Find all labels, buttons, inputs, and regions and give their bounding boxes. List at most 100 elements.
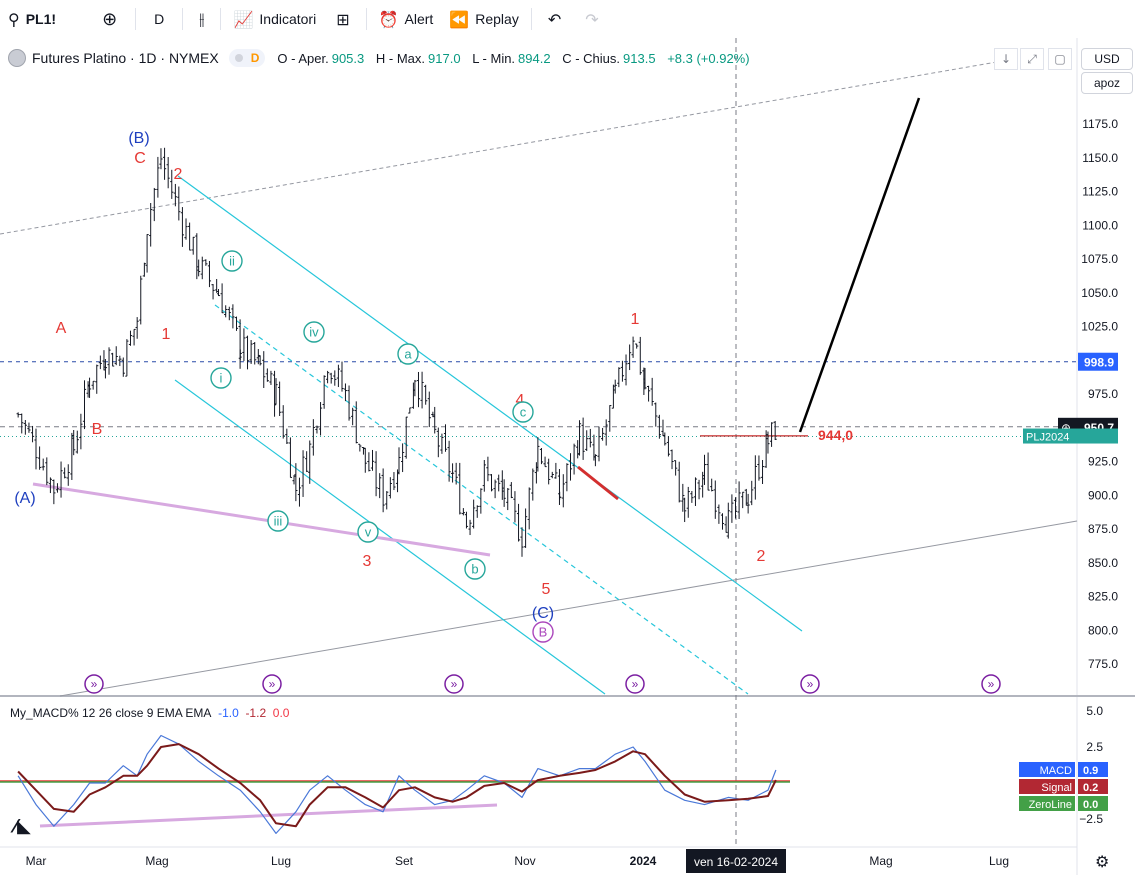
price-tick-label: 825.0 [1088, 590, 1118, 604]
redo-button[interactable]: ↷ [573, 0, 610, 38]
wave-label: iv [309, 325, 319, 340]
currency-button[interactable]: USD [1081, 48, 1133, 70]
interval-label: D [154, 11, 165, 27]
indicators-button[interactable]: 📈 Indicatori [225, 0, 324, 38]
time-tick-label: Set [395, 854, 414, 868]
event-marker-glyph: » [632, 677, 639, 691]
chart-type-button[interactable]: ⫲ [187, 0, 216, 38]
market-status-badge[interactable]: D [228, 49, 266, 67]
alert-label: Alert [404, 11, 434, 27]
event-marker-icon [800, 674, 820, 694]
divider [135, 8, 137, 30]
macd-value-tag-name: MACD [1040, 765, 1072, 777]
price-tick-label: 775.0 [1088, 657, 1118, 671]
fullscreen-button[interactable]: ⤢ [1020, 48, 1044, 70]
chart-title[interactable]: Futures Platino · 1D · NYMEX [32, 50, 219, 66]
arrow-down-button[interactable]: ↓ [994, 48, 1018, 70]
wave-circle [397, 343, 419, 365]
wave-circle [267, 510, 289, 532]
undo-button[interactable]: ↶ [536, 0, 573, 38]
replay-label: Replay [475, 11, 519, 27]
wave-label: b [471, 562, 478, 577]
wave-label: (B) [128, 130, 149, 147]
rewind-icon: ⏪ [449, 9, 470, 29]
pink-support-line [32, 482, 491, 557]
macd-tick-label: −2.5 [1079, 812, 1103, 826]
event-marker-glyph: » [807, 677, 814, 691]
indicator-legend[interactable]: My_MACD% 12 26 close 9 EMA EMA -1.0 -1.2… [10, 706, 289, 720]
change-value: +8.3 (+0.92%) [667, 50, 750, 66]
divider [365, 8, 367, 30]
replay-button[interactable]: ⏪ Replay [441, 0, 527, 38]
event-marker-icon [625, 674, 645, 694]
drawings-layer: 944,0 [0, 38, 1078, 847]
wave-label: 3 [363, 553, 372, 570]
lower-trendline [59, 520, 1078, 697]
event-marker-icon [981, 674, 1001, 694]
symbol-search-button[interactable]: ⚲ PL1! [0, 0, 64, 38]
macd-value-tag-name: ZeroLine [1029, 799, 1072, 811]
contract-tag-bg [1078, 428, 1118, 444]
top-toolbar: ⚲ PL1! ⊕ D ⫲ 📈 Indicatori ⊞ ⏰ Alert ⏪ Re… [0, 0, 1135, 39]
price-tick-label: 1050.0 [1081, 286, 1118, 300]
price-tick-label: 1125.0 [1082, 185, 1118, 199]
indicator-macd-value: -1.0 [218, 706, 239, 720]
settings-button[interactable]: ⚙ [1095, 852, 1109, 871]
macd-value-tag-name: Signal [1041, 782, 1072, 794]
divider [220, 8, 222, 30]
square-icon: ▢ [1054, 52, 1066, 66]
layouts-button[interactable]: ⊞ [324, 0, 361, 38]
macd-value-tag-bg [1078, 762, 1108, 777]
macd-value-tag-bg [1019, 762, 1075, 777]
channel-mid-line [214, 304, 749, 695]
plus-circle-icon: ⊕ [102, 8, 118, 30]
event-marker-icon [84, 674, 104, 694]
delayed-badge: D [250, 51, 260, 65]
wave-circle [532, 621, 554, 643]
macd-pane: MACD 0.9 Signal 0.2 ZeroLine 0.0 [0, 734, 1108, 834]
channel-lower-line [174, 379, 606, 695]
wave-label: 1 [631, 311, 640, 328]
event-marker-glyph: » [269, 677, 276, 691]
low-value: 894.2 [518, 50, 551, 66]
interval-button[interactable]: D [140, 0, 178, 38]
upper-trendline [0, 57, 1021, 235]
wave-label: 2 [174, 166, 183, 183]
close-label: C - Chius. [562, 50, 621, 66]
wave-circle [357, 521, 379, 543]
macd-value-tag-bg [1019, 779, 1075, 794]
price-label-998: 998.9 [1084, 356, 1114, 370]
grid-icon: ⊞ [336, 9, 350, 29]
chart-background [0, 38, 1135, 875]
scale-mode-label: apoz [1093, 76, 1121, 90]
compare-button[interactable]: ⊕ [94, 0, 131, 38]
search-icon: ⚲ [8, 9, 20, 29]
wave-label: 4 [516, 392, 525, 409]
wave-label: B [92, 421, 103, 438]
macd-value-tag-bg [1078, 796, 1108, 811]
price-tick-label: 850.0 [1088, 556, 1118, 570]
price-tick-label: 1075.0 [1081, 252, 1118, 266]
divider [182, 8, 184, 30]
event-marker-glyph: » [988, 677, 995, 691]
level-944-label: 944,0 [818, 427, 853, 443]
alert-button[interactable]: ⏰ Alert [371, 0, 442, 38]
indicator-signal-value: -1.2 [245, 706, 267, 720]
wave-label: (C) [532, 605, 554, 622]
maximize-button[interactable]: ▢ [1048, 48, 1072, 70]
scale-mode-button[interactable]: apoz [1081, 72, 1133, 94]
crosshair-plus-icon: ⊕ [1061, 421, 1071, 435]
wave-label: A [56, 320, 67, 337]
ohlc-bars [16, 147, 777, 557]
wave-label: B [539, 625, 548, 640]
red-segment [577, 465, 619, 501]
macd-value-tag-value: 0.9 [1083, 765, 1098, 777]
wave-label: ii [229, 254, 235, 269]
wave-label: c [520, 405, 527, 420]
price-tick-label: 1100.0 [1082, 218, 1118, 232]
macd-value-tag-bg [1078, 779, 1108, 794]
price-chart[interactable]: 944,0 MACD 0.9 Signal 0.2 ZeroLine 0.0 (B) C 2 A… [0, 38, 1135, 875]
time-tick-label: Lug [989, 854, 1009, 868]
macd-value-tag-bg [1019, 796, 1075, 811]
